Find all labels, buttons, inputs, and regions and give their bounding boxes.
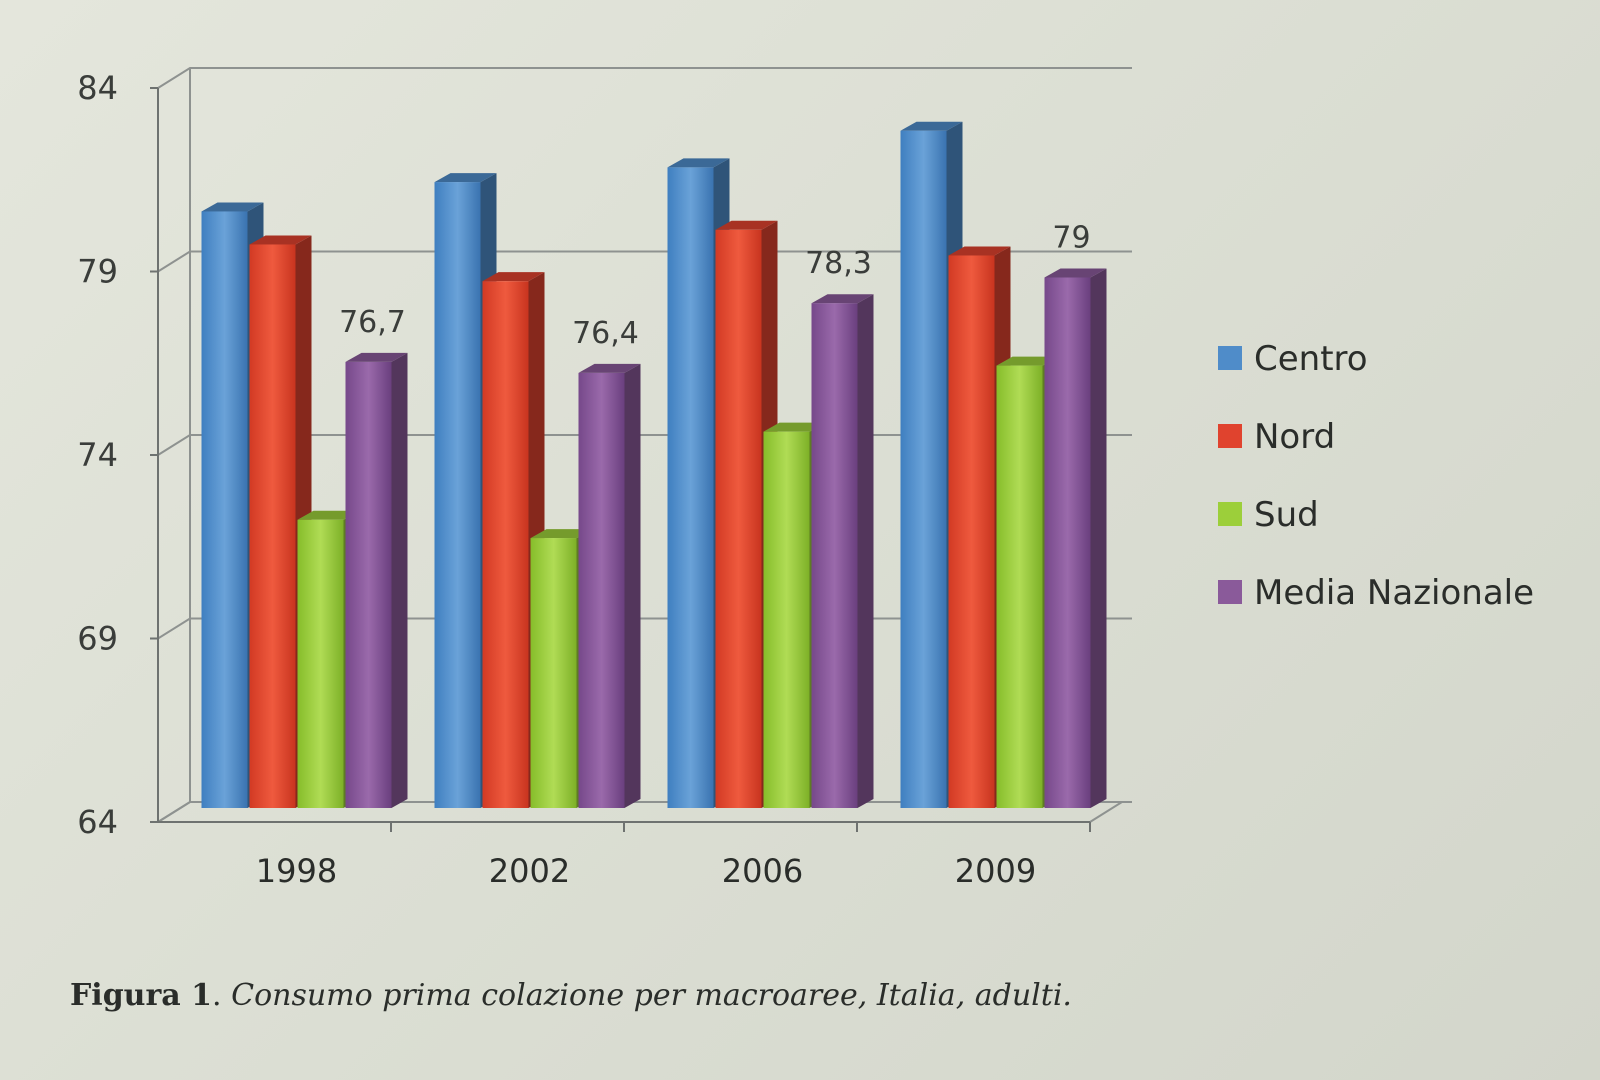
x-tick-label: 1998 (256, 852, 337, 890)
data-label: 78,3 (805, 246, 872, 281)
bar-side-media-nazionale (624, 363, 641, 808)
bar-media-nazionale-2006 (811, 303, 858, 808)
bar-centro-2009 (900, 130, 947, 808)
bar-side-media-nazionale (391, 352, 408, 808)
legend-swatch-media-nazionale (1218, 580, 1242, 604)
bar-side-media-nazionale (1090, 268, 1107, 808)
bar-nord-1998 (249, 244, 296, 809)
x-tick-label: 2009 (955, 852, 1036, 890)
chart: 64 69 74 79 84 1998 2002 2006 2009 76,7 76,4 78,3 79… (77, 67, 1534, 890)
bar-centro-2002 (434, 182, 481, 808)
bar-top-centro (900, 121, 963, 131)
bar-top-sud (297, 510, 360, 520)
data-label: 76,4 (572, 316, 639, 351)
legend-label-sud: Sud (1254, 495, 1319, 535)
data-label: 79 (1052, 221, 1090, 256)
caption-separator: . (212, 978, 232, 1013)
bar-sud-2002 (530, 538, 577, 808)
bar-media-nazionale-1998 (345, 361, 392, 808)
bar-top-media-nazionale (1044, 268, 1107, 278)
caption-figure-label: Figura 1 (70, 978, 213, 1013)
bar-top-nord (948, 246, 1011, 256)
figure-caption: Figura 1. Consumo prima colazione per ma… (70, 978, 1072, 1013)
bar-centro-2006 (667, 167, 714, 808)
bar-top-centro (667, 158, 730, 168)
bar-media-nazionale-2009 (1044, 277, 1091, 808)
legend: Centro Nord Sud Media Nazionale (1218, 339, 1534, 613)
y-tick-label: 69 (77, 620, 118, 658)
y-tick-label: 74 (77, 436, 118, 474)
bar-top-centro (201, 202, 264, 212)
gridline (157, 67, 1132, 89)
x-tick-label: 2006 (722, 852, 803, 890)
bar-top-nord (249, 235, 312, 245)
bar-side-media-nazionale (857, 294, 874, 808)
bar-top-nord (715, 220, 778, 230)
y-tick-label: 84 (77, 69, 118, 107)
bar-nord-2009 (948, 255, 995, 809)
bar-top-sud (530, 529, 593, 539)
bar-top-nord (482, 272, 545, 282)
bar-sud-1998 (297, 519, 344, 808)
bar-sud-2009 (996, 365, 1043, 808)
gridline (157, 250, 1132, 273)
bar-centro-1998 (201, 211, 248, 808)
y-tick-label: 79 (77, 253, 118, 291)
legend-label-nord: Nord (1254, 417, 1335, 457)
plot-area (150, 67, 1132, 832)
bar-top-media-nazionale (345, 352, 408, 362)
legend-label-media-nazionale: Media Nazionale (1254, 573, 1534, 613)
legend-label-centro: Centro (1254, 339, 1368, 379)
bar-nord-2006 (715, 229, 762, 809)
y-tick-label: 64 (77, 803, 118, 841)
labels: 64 69 74 79 84 1998 2002 2006 2009 76,7 76,4 78,3 79 (77, 69, 1090, 890)
bar-sud-2006 (763, 431, 810, 808)
bar-top-media-nazionale (578, 363, 641, 373)
x-tick-label: 2002 (489, 852, 570, 890)
bars (201, 121, 1107, 809)
legend-swatch-sud (1218, 502, 1242, 526)
bar-top-media-nazionale (811, 294, 874, 304)
legend-swatch-nord (1218, 424, 1242, 448)
bar-top-sud (763, 422, 826, 432)
legend-swatch-centro (1218, 346, 1242, 370)
bar-media-nazionale-2002 (578, 372, 625, 808)
bar-nord-2002 (482, 281, 529, 808)
bar-top-sud (996, 356, 1059, 366)
data-label: 76,7 (339, 305, 406, 340)
caption-text: Consumo prima colazione per macroaree, I… (231, 978, 1072, 1013)
bar-top-centro (434, 173, 497, 183)
